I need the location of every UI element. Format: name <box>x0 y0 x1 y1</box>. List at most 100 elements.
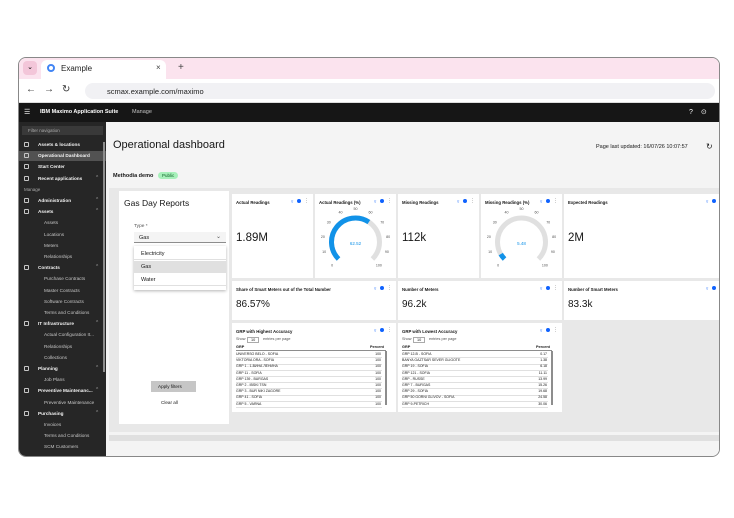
kpi-value: 2M <box>568 232 584 244</box>
info-icon[interactable] <box>546 328 550 332</box>
percent: 15.26 <box>538 383 547 387</box>
info-icon[interactable] <box>546 286 550 290</box>
nav-item[interactable]: Relationships <box>44 343 73 349</box>
nav-item[interactable]: Job Plans <box>44 377 65 383</box>
kebab[interactable]: ⋮ <box>553 285 558 291</box>
grp-name: BANYA GAZTSAR SEVER GLIGOTE <box>402 358 461 363</box>
nav-item[interactable]: Terms and Conditions <box>44 310 90 315</box>
nav-item[interactable]: Purchase Contracts <box>44 276 86 282</box>
filter-icon[interactable]: ▿ <box>540 199 543 204</box>
info-icon[interactable] <box>712 199 716 203</box>
info-icon[interactable] <box>712 286 716 290</box>
kebab[interactable]: ⋮ <box>719 285 720 291</box>
header-icons[interactable]: ?⊙ <box>689 109 715 116</box>
clear-link[interactable]: Clear all <box>161 400 178 405</box>
kebab[interactable]: ⋮ <box>719 198 720 204</box>
nav-item[interactable]: Recent applications <box>38 175 83 181</box>
nav-item[interactable]: SCM Customers <box>44 444 79 450</box>
grp-name: GRP 2 - IBSKI TSN <box>236 383 267 387</box>
new-tab[interactable]: + <box>178 62 184 73</box>
percent: 30.06 <box>538 401 547 406</box>
show-label: Show <box>402 337 412 341</box>
apply-button[interactable]: Apply filters <box>151 381 196 392</box>
percent: 100 <box>375 370 381 375</box>
nav-item[interactable]: Preventive Maintenanc... <box>38 388 93 394</box>
filter-icon[interactable]: ▿ <box>540 328 543 333</box>
kebab[interactable]: ⋮ <box>553 198 558 204</box>
filter-icon[interactable]: ▿ <box>374 199 377 204</box>
info-icon[interactable] <box>380 286 384 290</box>
gauge-tick: 70 <box>546 221 550 225</box>
tab[interactable] <box>41 60 166 79</box>
grp-name: GRP 11 - SOFIA <box>236 370 262 375</box>
nav-selected <box>19 151 106 162</box>
card-icons: ▿⋮ <box>540 198 558 204</box>
type-select[interactable]: Gas ⌄ <box>134 232 226 243</box>
nav-item[interactable]: Actual Configuration It... <box>44 332 95 338</box>
filter-icon[interactable]: ▿ <box>457 199 460 204</box>
nav-buttons[interactable]: ←→↻ <box>26 84 79 95</box>
nav-icon <box>24 410 29 416</box>
tab-menu[interactable]: ⌄ <box>23 61 37 75</box>
menu-icon[interactable]: ☰ <box>24 109 31 116</box>
info-icon[interactable] <box>463 199 467 203</box>
info-icon[interactable] <box>546 199 550 203</box>
tab-close[interactable]: × <box>156 63 161 72</box>
main: Operational dashboard Page last updated: … <box>106 122 720 456</box>
info-icon[interactable] <box>380 328 384 332</box>
kpi-value: 96.2k <box>402 299 427 310</box>
nav-item[interactable]: Software Contracts <box>44 298 84 304</box>
filter-icon[interactable]: ▿ <box>374 328 377 333</box>
kebab[interactable]: ⋮ <box>470 198 475 204</box>
gauge-tick: 100 <box>542 263 548 267</box>
nav-item[interactable]: Locations <box>44 231 65 237</box>
kebab[interactable]: ⋮ <box>304 198 309 204</box>
nav-item[interactable]: Assets <box>38 209 54 215</box>
address-bar[interactable] <box>85 83 715 99</box>
filter-icon[interactable]: ▿ <box>374 286 377 291</box>
nav-item[interactable]: Operational Dashboard <box>38 153 90 159</box>
table-scrollbar <box>385 351 387 405</box>
nav-item[interactable]: Master Contracts <box>44 287 80 293</box>
kebab[interactable]: ⋮ <box>387 198 392 204</box>
nav-item[interactable]: Preventive Maintenance <box>44 399 95 405</box>
filter-icon[interactable]: ▿ <box>706 286 709 291</box>
filter-panel: Gas Day Reports Type * Gas ⌄ Electricity Gas W… <box>119 191 229 424</box>
gauge-value <box>329 215 371 261</box>
percent: 19.68 <box>538 389 547 394</box>
info-icon[interactable] <box>380 199 384 203</box>
nav-item[interactable]: Purchasing <box>38 410 64 416</box>
filter-icon[interactable]: ▿ <box>291 199 294 204</box>
nav-item[interactable]: Start Center <box>38 164 65 170</box>
nav-item[interactable]: Relationships <box>44 254 73 259</box>
nav-item[interactable]: Invoices <box>44 422 62 427</box>
dropdown-option[interactable]: Gas <box>134 261 226 273</box>
kebab[interactable]: ⋮ <box>387 327 392 333</box>
nav-item[interactable]: Contracts <box>38 265 60 271</box>
nav-item[interactable]: IT Infrastructure <box>38 321 74 327</box>
nav-icon <box>24 153 29 159</box>
nav-item[interactable]: Terms and Conditions <box>44 433 90 439</box>
gauge-tick: 40 <box>339 211 343 215</box>
kebab[interactable]: ⋮ <box>387 285 392 291</box>
filter-icon[interactable]: ▿ <box>540 286 543 291</box>
filter-icon[interactable]: ▿ <box>706 199 709 204</box>
kebab[interactable]: ⋮ <box>553 327 558 333</box>
public-tag: Public <box>158 172 179 179</box>
nav-icon <box>24 366 29 371</box>
nav-item[interactable]: Planning <box>38 366 58 371</box>
nav-item[interactable]: Assets & locations <box>38 142 80 147</box>
nav-item[interactable]: Collections <box>44 354 67 360</box>
nav-item[interactable]: Assets <box>44 220 59 226</box>
nav-chevron: ⌃ <box>95 320 100 327</box>
grp-name: GRP 12-B - SOFIA <box>402 352 432 356</box>
nav-item[interactable]: Administration <box>38 198 72 203</box>
col-percent: Percent <box>370 345 384 349</box>
nav-heading: Manage <box>24 186 41 192</box>
nav-item[interactable]: Meters <box>44 242 59 248</box>
header-rule <box>402 350 552 351</box>
dropdown-option[interactable]: Electricity <box>134 248 226 260</box>
info-icon[interactable] <box>297 199 301 203</box>
dropdown-option[interactable]: Water <box>134 274 226 286</box>
grp-name: GRP 29 - SOFIA <box>402 389 428 394</box>
